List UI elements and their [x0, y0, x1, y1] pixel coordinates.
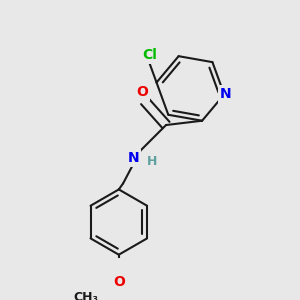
Text: N: N: [128, 151, 139, 165]
Text: O: O: [113, 275, 125, 289]
Text: H: H: [147, 154, 158, 168]
Text: N: N: [220, 87, 232, 101]
Text: Cl: Cl: [142, 48, 157, 62]
Text: CH₃: CH₃: [74, 291, 99, 300]
Text: O: O: [136, 85, 148, 99]
